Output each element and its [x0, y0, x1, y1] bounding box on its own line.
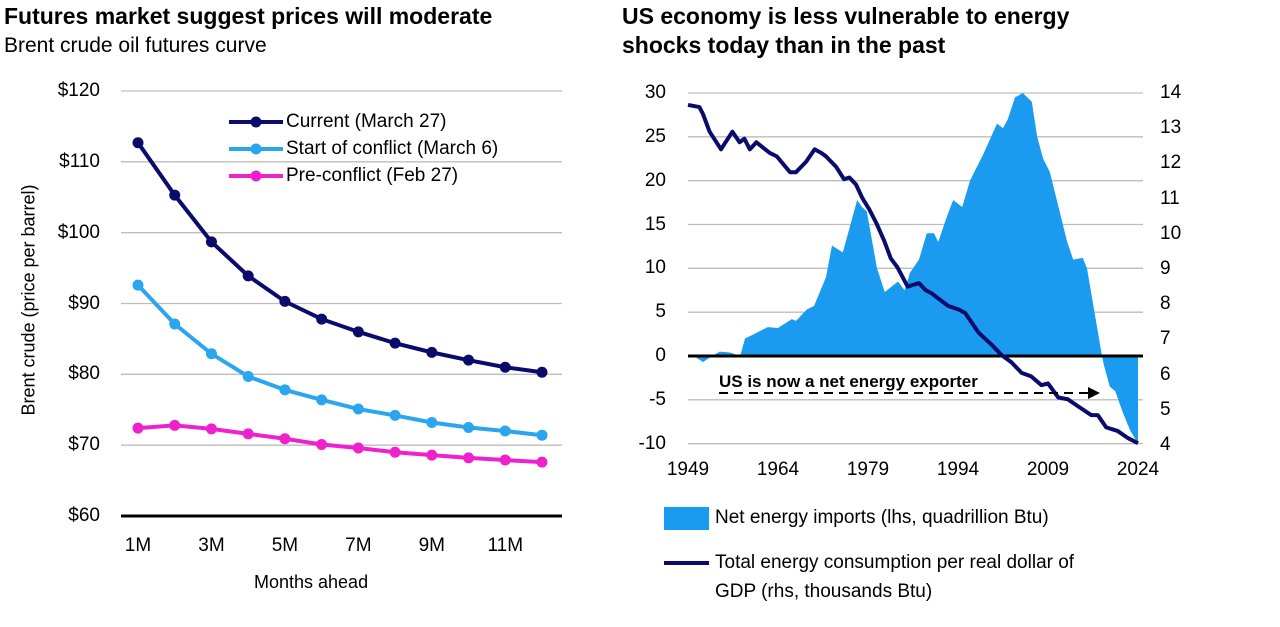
right-left-y-tick: 5 [655, 301, 666, 323]
series-0-point [536, 366, 548, 378]
right-chart-title-line-2: shocks today than in the past [622, 32, 946, 58]
right-left-y-tick: 15 [644, 213, 666, 235]
legend-marker-0 [250, 116, 262, 128]
series-0-point [279, 295, 291, 307]
left-chart-title: Futures market suggest prices will moder… [4, 3, 493, 29]
right-right-y-tick: 14 [1160, 82, 1182, 103]
right-x-tick: 1994 [936, 459, 980, 480]
left-y-tick: $60 [68, 505, 100, 526]
right-right-y-tick: 12 [1160, 152, 1182, 174]
left-y-tick: $90 [68, 292, 100, 314]
left-y-tick: $120 [57, 80, 100, 101]
left-y-axis-label: Brent crude (price per barrel) [18, 184, 39, 416]
series-2-point [463, 452, 475, 464]
series-1-point [536, 429, 548, 441]
left-x-tick: 5M [271, 535, 299, 556]
right-left-y-tick: 25 [644, 125, 666, 147]
right-left-y-tick: -5 [649, 388, 666, 410]
series-1-point [463, 421, 475, 433]
left-x-tick: 1M [124, 535, 152, 556]
series-0-point [389, 337, 401, 349]
series-2-point [426, 449, 438, 461]
right-x-tick: 1979 [846, 459, 890, 480]
right-x-tick: 2009 [1026, 459, 1070, 480]
right-right-y-tick: 8 [1160, 293, 1171, 315]
series-0-point [242, 270, 254, 282]
left-x-tick: 7M [345, 535, 372, 556]
series-2-point [536, 456, 548, 468]
legend-marker-2 [250, 170, 262, 182]
series-2-point [132, 422, 144, 434]
series-0-point [316, 313, 328, 325]
right-left-y-tick: 10 [644, 257, 666, 279]
series-2-point [205, 423, 217, 435]
legend-swatch-net-imports [664, 507, 709, 530]
series-1-point [499, 425, 511, 437]
series-2-point [169, 419, 181, 431]
series-1-point [389, 409, 401, 421]
legend-label-2: Pre-conflict (Feb 27) [286, 165, 459, 186]
series-0-point [463, 354, 475, 366]
left-x-axis-label: Months ahead [254, 572, 369, 592]
right-right-y-tick: 10 [1160, 222, 1182, 244]
series-0-point [169, 189, 181, 201]
left-chart-subtitle: Brent crude oil futures curve [4, 34, 267, 57]
right-left-y-tick: 20 [644, 169, 666, 191]
series-1-point [242, 370, 254, 382]
left-y-tick: $70 [68, 434, 100, 456]
right-left-y-tick: 30 [644, 82, 666, 103]
series-line-0 [136, 141, 543, 375]
series-0-point [205, 236, 217, 248]
right-right-y-tick: 13 [1160, 117, 1182, 139]
right-chart-title-line-1: US economy is less vulnerable to energy [622, 3, 1070, 29]
series-line-1 [136, 283, 543, 438]
series-2-point [352, 442, 364, 454]
series-2-point [316, 438, 328, 450]
series-2-point [499, 454, 511, 466]
legend-label-consumption-line-1: Total energy consumption per real dollar… [715, 552, 1075, 573]
series-1-point [169, 318, 181, 330]
right-x-tick: 2024 [1116, 459, 1160, 480]
series-0-point [132, 137, 144, 149]
series-1-point [426, 417, 438, 428]
left-x-tick: 9M [418, 535, 446, 556]
legend-label-0: Current (March 27) [286, 111, 447, 132]
left-x-tick: 11M [487, 535, 524, 556]
left-y-tick: $100 [57, 221, 100, 243]
right-right-y-tick: 4 [1160, 434, 1171, 455]
series-1-point [279, 384, 291, 396]
right-right-y-tick: 5 [1160, 398, 1171, 420]
energy-consumption-line [687, 103, 1139, 446]
series-0-point [499, 361, 511, 373]
arrowhead-icon [1088, 387, 1100, 399]
right-left-y-tick: 0 [655, 345, 666, 366]
left-y-tick: $80 [68, 363, 100, 385]
annotation-net-exporter: US is now a net energy exporter [719, 372, 978, 391]
right-right-y-tick: 6 [1160, 363, 1171, 385]
series-1-point [316, 394, 328, 406]
right-left-y-tick: -10 [638, 432, 666, 454]
right-right-y-tick: 9 [1160, 258, 1171, 279]
legend-marker-1 [250, 143, 262, 155]
series-1-point [205, 348, 217, 360]
series-0-point [352, 326, 364, 338]
series-2-point [389, 446, 401, 458]
right-right-y-tick: 7 [1160, 328, 1171, 350]
right-x-tick: 1949 [666, 459, 710, 480]
series-2-point [279, 433, 291, 445]
left-x-tick: 3M [198, 535, 225, 556]
left-y-tick: $110 [59, 150, 100, 172]
legend-label-consumption-line-2: GDP (rhs, thousands Btu) [715, 581, 933, 602]
series-1-point [132, 279, 144, 291]
legend-label-net-imports: Net energy imports (lhs, quadrillion Btu… [715, 507, 1049, 528]
series-line-2 [137, 423, 543, 465]
series-0-point [426, 346, 438, 358]
right-right-y-tick: 11 [1160, 187, 1180, 209]
right-x-tick: 1964 [756, 459, 800, 480]
series-2-point [242, 428, 254, 440]
legend-label-1: Start of conflict (March 6) [286, 138, 499, 159]
series-1-point [352, 403, 364, 415]
